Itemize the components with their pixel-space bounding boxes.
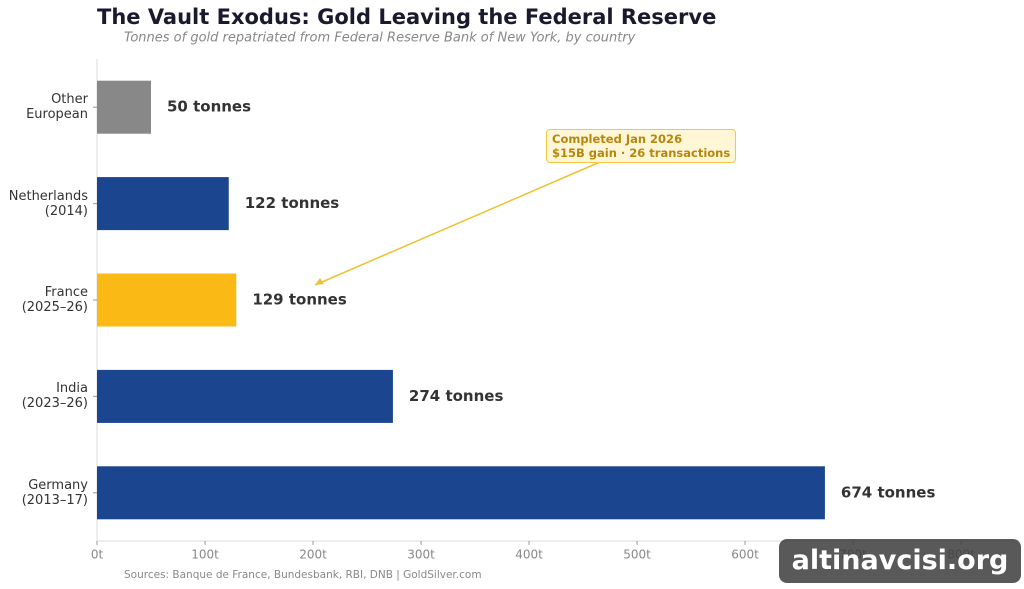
bar — [97, 273, 237, 327]
bar — [97, 177, 229, 231]
x-tick-label: 0t — [91, 548, 104, 562]
x-tick-label: 100t — [191, 548, 219, 562]
watermark: altinavcisi.org — [779, 539, 1021, 583]
chart-title: The Vault Exodus: Gold Leaving the Feder… — [97, 5, 716, 29]
value-label: 129 tonnes — [252, 291, 347, 309]
value-label: 122 tonnes — [245, 194, 340, 212]
x-tick-label: 200t — [299, 548, 327, 562]
x-tick-label: 600t — [731, 548, 759, 562]
y-tick-label: Germany (2013–17) — [21, 477, 88, 508]
source: Sources: Banque de France, Bundesbank, R… — [124, 569, 482, 581]
annotation-arrow — [314, 161, 601, 286]
bar — [97, 369, 393, 423]
bar — [97, 80, 151, 134]
y-tick-label: India (2023–26) — [21, 381, 88, 412]
y-tick-label: Other European — [26, 92, 88, 123]
bar — [97, 466, 825, 520]
x-tick-label: 400t — [515, 548, 543, 562]
value-label: 274 tonnes — [409, 387, 504, 405]
arrow-head — [315, 278, 324, 285]
y-tick-label: France (2025–26) — [21, 285, 88, 315]
y-tick-label: Netherlands (2014) — [8, 188, 88, 219]
x-tick-label: 300t — [407, 548, 435, 562]
annotation: Completed Jan 2026 $15B gain · 26 transa… — [546, 129, 737, 163]
value-label: 50 tonnes — [167, 98, 251, 116]
chart-subtitle: Tonnes of gold repatriated from Federal … — [124, 31, 636, 46]
value-label: 674 tonnes — [841, 483, 936, 501]
x-tick-label: 500t — [623, 548, 651, 562]
